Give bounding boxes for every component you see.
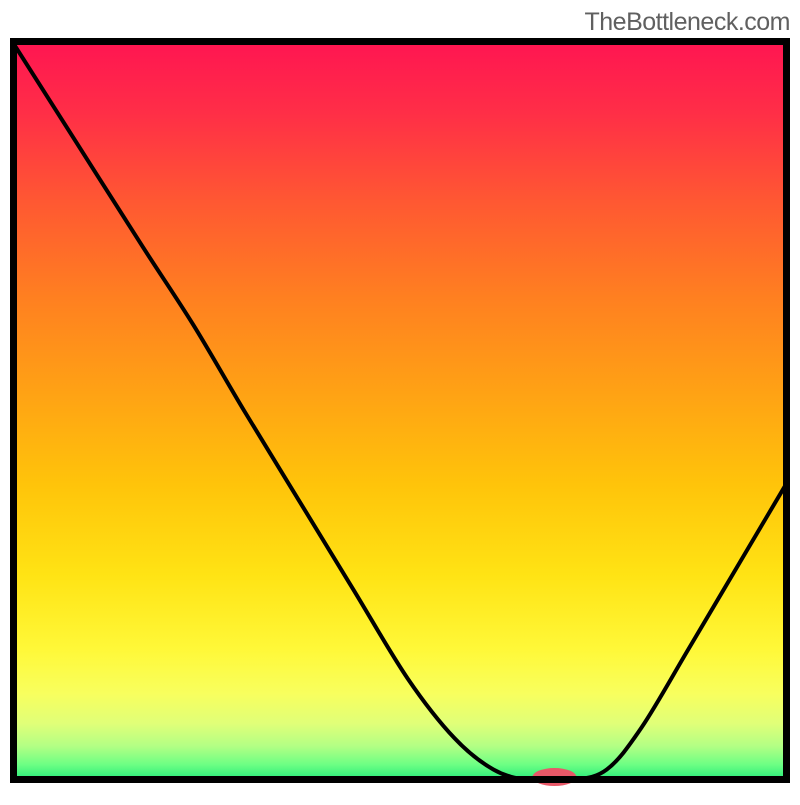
chart-container: TheBottleneck.com	[0, 0, 800, 800]
watermark-text: TheBottleneck.com	[585, 8, 791, 37]
bottleneck-chart	[0, 0, 800, 800]
plot-area	[10, 38, 790, 786]
gradient-background	[10, 38, 790, 783]
